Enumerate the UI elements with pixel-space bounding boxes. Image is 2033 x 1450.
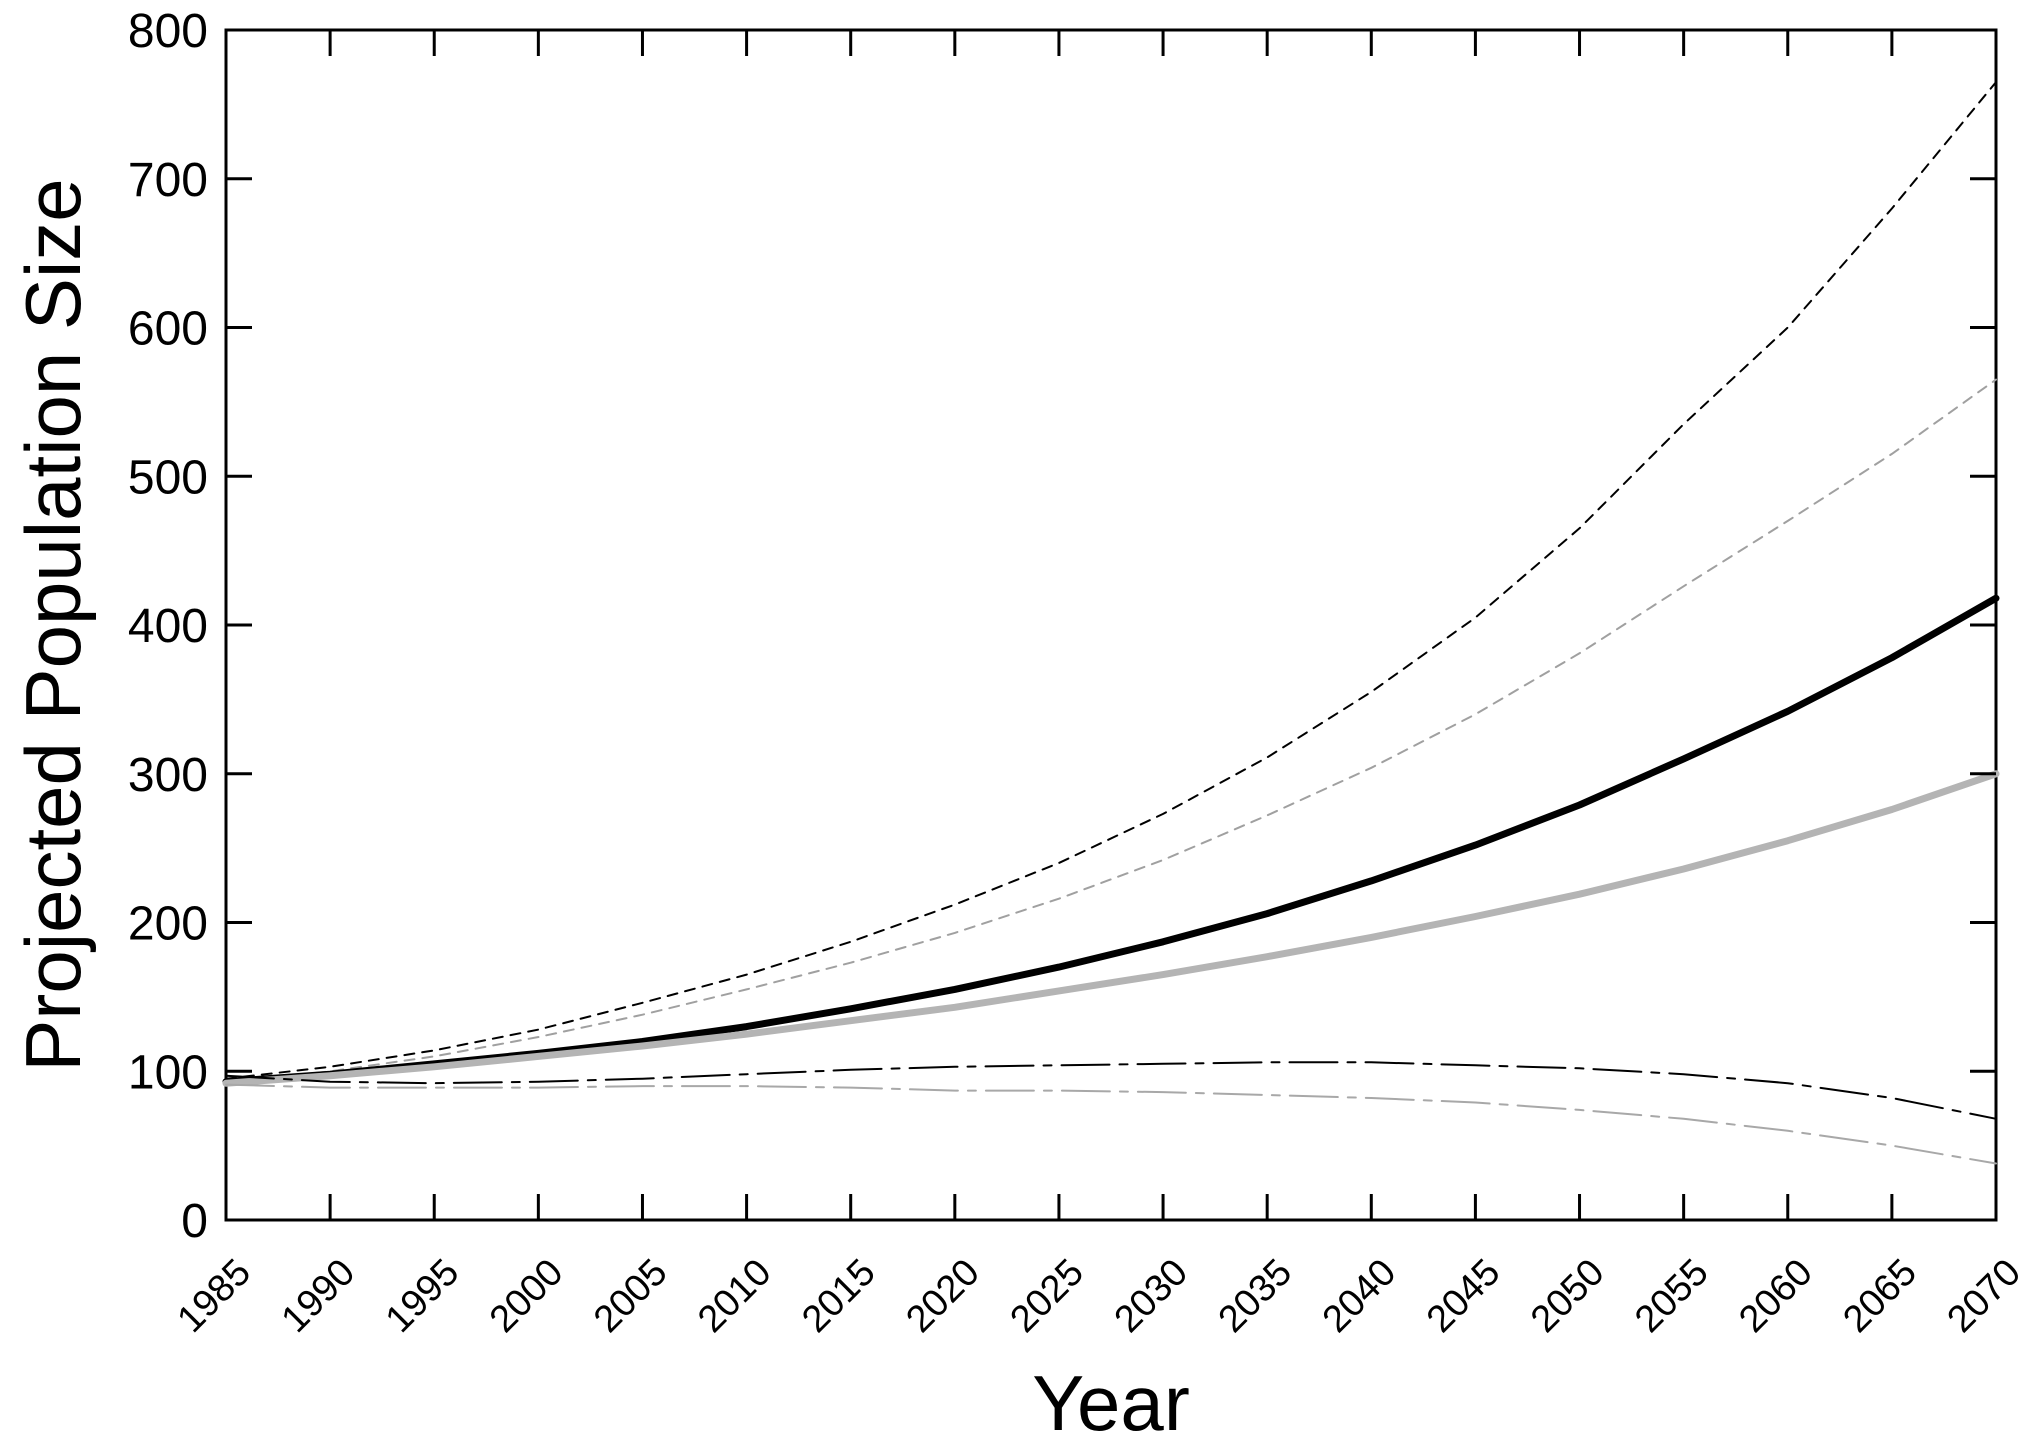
series-line-1 xyxy=(225,81,1997,1080)
y-axis: 0 100 200 300 400 500 600 700 800 xyxy=(128,5,1996,1248)
plot-area xyxy=(222,28,2000,1222)
x-tick-label: 2060 xyxy=(1731,1251,1820,1340)
y-tick-label: 200 xyxy=(128,898,208,951)
y-tick-label: 800 xyxy=(128,5,208,58)
x-tick-label: 1995 xyxy=(378,1251,467,1340)
series-group xyxy=(222,81,2000,1165)
x-tick-label: 1990 xyxy=(274,1251,363,1340)
x-tick-label: 2070 xyxy=(1940,1251,2029,1340)
series-line-6 xyxy=(225,1083,1997,1165)
x-tick-label: 2025 xyxy=(1002,1251,1091,1340)
x-tick-label: 2020 xyxy=(898,1251,987,1340)
series-line-3 xyxy=(222,594,2000,1086)
y-axis-title: Projected Population Size xyxy=(9,178,97,1071)
plot-frame xyxy=(224,28,1998,1222)
x-tick-label: 1985 xyxy=(170,1251,259,1340)
x-tick-label: 2045 xyxy=(1419,1251,1508,1340)
y-tick-label: 600 xyxy=(128,303,208,356)
y-tick-label: 100 xyxy=(128,1046,208,1099)
x-tick-label: 2015 xyxy=(794,1251,883,1340)
x-tick-label: 2005 xyxy=(586,1251,675,1340)
x-tick-label: 2040 xyxy=(1315,1251,1404,1340)
x-tick-label: 2030 xyxy=(1107,1251,1196,1340)
y-tick-label: 300 xyxy=(128,749,208,802)
x-tick-label: 2055 xyxy=(1627,1251,1716,1340)
x-axis-title: Year xyxy=(1032,1359,1190,1447)
x-tick-label: 2050 xyxy=(1523,1251,1612,1340)
y-tick-label: 700 xyxy=(128,154,208,207)
y-tick-label: 500 xyxy=(128,451,208,504)
x-tick-label: 2000 xyxy=(482,1251,571,1340)
series-line-4 xyxy=(222,770,2000,1087)
x-axis: 1985 1990 1995 2000 2005 2010 2015 2020 2025 2030… xyxy=(170,30,2029,1341)
series-line-5 xyxy=(225,1061,1997,1120)
x-tick-label: 2035 xyxy=(1211,1251,1300,1340)
y-tick-label: 0 xyxy=(181,1195,208,1248)
series-line-2 xyxy=(225,378,1997,1085)
x-tick-label: 2010 xyxy=(690,1251,779,1340)
y-tick-label: 400 xyxy=(128,600,208,653)
x-tick-label: 2065 xyxy=(1835,1251,1924,1340)
